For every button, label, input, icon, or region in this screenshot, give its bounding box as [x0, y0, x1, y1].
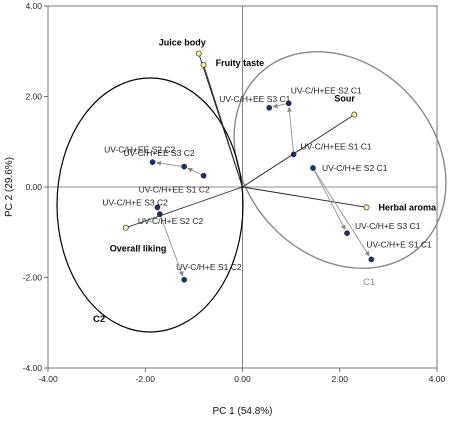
- sample-point: [344, 230, 350, 237]
- c1-label: C1: [363, 277, 375, 288]
- y-axis-title: PC 2 (29.6%): [4, 157, 15, 217]
- y-tick-label: -4.00: [23, 363, 43, 373]
- x-tick-label: 0.00: [234, 374, 251, 384]
- sample-arrow: [312, 167, 370, 257]
- x-tick-label: -4.00: [38, 374, 58, 384]
- sample-point: [149, 159, 156, 165]
- x-tick-label: 4.00: [429, 374, 446, 384]
- sample-point: [290, 151, 297, 158]
- sample-arrow: [312, 167, 346, 231]
- sample-point: [200, 172, 207, 179]
- sample-point: [156, 211, 163, 217]
- attribute-label: Fruity taste: [216, 58, 265, 68]
- attribute-vector: [203, 64, 243, 188]
- sample-point: [285, 100, 292, 107]
- sample-label: UV-C/H+E S2 C2: [138, 216, 204, 226]
- sample-point: [266, 104, 273, 111]
- sample-arrow: [187, 167, 204, 177]
- sample-point: [181, 163, 187, 170]
- attribute-point: [363, 204, 370, 211]
- sample-label: UV-C/H+EE S3 C1: [219, 94, 290, 104]
- sample-arrow: [287, 106, 295, 155]
- y-tick-label: 0.00: [25, 182, 42, 192]
- attribute-label: Overall liking: [110, 244, 167, 254]
- attribute-vector: [242, 114, 355, 188]
- sample-label: UV-C/H+E S3 C1: [355, 221, 421, 231]
- sample-label: UV-C/H+EE S2 C2: [104, 145, 175, 155]
- attribute-vectors: Juice body Fruity taste Sour Herbal aroma Ov…: [110, 38, 437, 254]
- sample-point: [310, 165, 316, 171]
- y-tick-label: 2.00: [25, 92, 42, 102]
- attribute-point: [200, 61, 207, 68]
- c2-ellipse: [56, 77, 244, 333]
- attribute-label: Juice body: [159, 38, 206, 48]
- attribute-vector: [242, 186, 367, 208]
- sample-label: UV-C/H+E S1 C2: [176, 262, 242, 272]
- sample-label: UV-C/H+E S1 C1: [366, 239, 432, 249]
- attribute-label: Herbal aroma: [378, 202, 437, 212]
- x-axis-title: PC 1 (54.8%): [212, 406, 272, 417]
- c2-label: C2: [93, 314, 105, 325]
- x-tick-label: -2.00: [136, 374, 156, 384]
- sample-point: [368, 256, 375, 263]
- sample-label: UV-C/H+EE S2 C1: [291, 85, 362, 95]
- sample-label: UV-C/H+EE S1 C1: [301, 141, 372, 151]
- attribute-label: Sour: [334, 94, 355, 104]
- sample-point: [181, 276, 187, 283]
- sample-arrow: [159, 213, 184, 277]
- x-tick-label: 2.00: [331, 374, 348, 384]
- sample-label: UV-C/H+EE S1 C2: [139, 185, 210, 195]
- sample-label: UV-C/H+EE S3 C2: [124, 148, 195, 158]
- axes: -4.00 -2.00 0.00 2.00 4.00 4.00 2.00 0.00 -2.00 -…: [23, 1, 446, 384]
- sample-label: UV-C/H+E S3 C2: [102, 197, 168, 207]
- sample-point: [154, 204, 161, 211]
- group-ellipses: C1 C2: [56, 50, 447, 333]
- attribute-point: [122, 224, 129, 231]
- y-tick-label: -2.00: [23, 273, 43, 283]
- attribute-point: [351, 111, 358, 118]
- attribute-point: [195, 50, 202, 57]
- sample-arrow: [156, 160, 185, 168]
- data-points: [149, 100, 375, 283]
- y-tick-label: 4.00: [25, 1, 42, 11]
- attribute-vector: [125, 186, 243, 229]
- sample-label: UV-C/H+E S2 C1: [322, 163, 388, 173]
- c1-ellipse: [233, 50, 447, 270]
